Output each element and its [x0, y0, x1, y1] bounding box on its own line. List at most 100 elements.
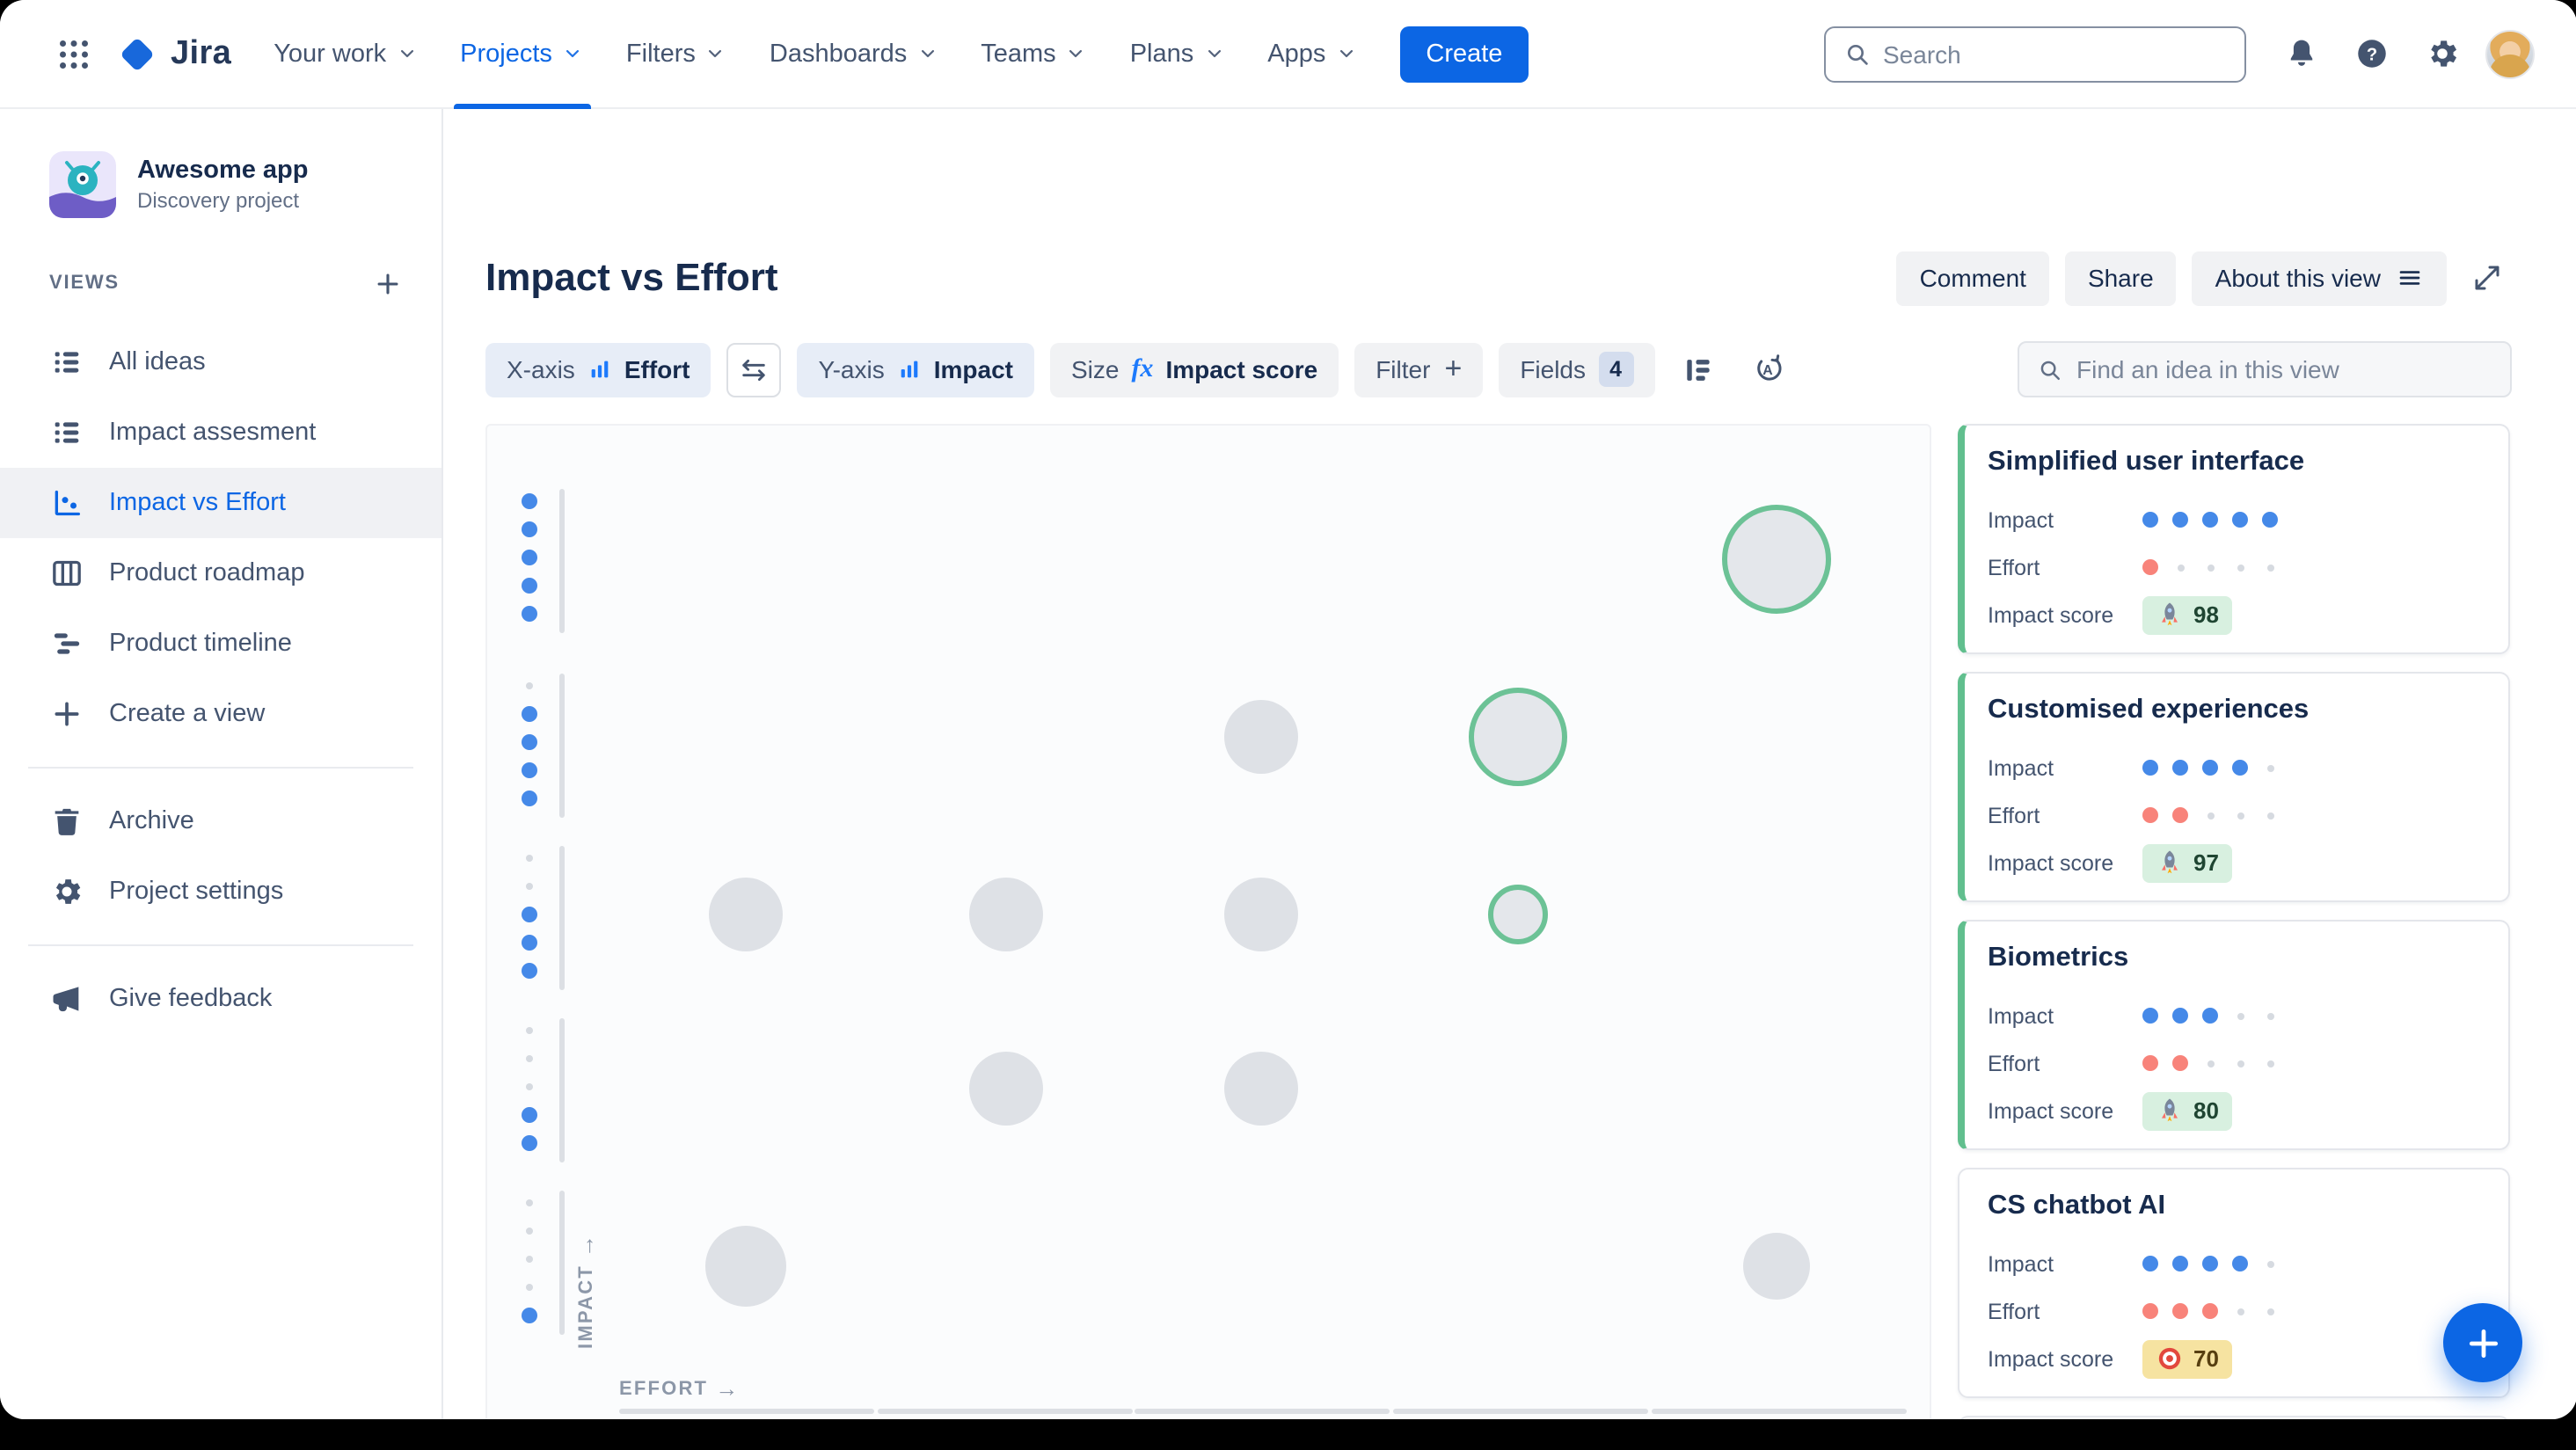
impact-count-dot-empty — [526, 1227, 533, 1234]
views-list: All ideas Impact assesment Impact vs Effor… — [0, 327, 441, 749]
nav-item-apps[interactable]: Apps — [1246, 0, 1378, 108]
add-idea-fab[interactable] — [2443, 1303, 2522, 1382]
arrow-up-icon: → — [573, 1235, 599, 1258]
user-avatar[interactable] — [2485, 29, 2534, 78]
find-idea-search[interactable] — [2017, 341, 2511, 397]
filter-chip[interactable]: Filter + — [1354, 342, 1484, 397]
idea-card-biometrics[interactable]: Biometrics Impact Effort Impact score 80 — [1958, 920, 2510, 1150]
nav-item-dashboards[interactable]: Dashboards — [748, 0, 960, 108]
red-rating-dot — [2172, 1055, 2188, 1071]
sidebar-item-give-feedback[interactable]: Give feedback — [0, 964, 441, 1034]
chart-bubble[interactable] — [1224, 1052, 1298, 1126]
bell-icon — [2290, 40, 2313, 66]
impact-count-dot — [522, 705, 537, 721]
create-button[interactable]: Create — [1399, 26, 1529, 82]
svg-text:?: ? — [2367, 45, 2377, 64]
global-search-input[interactable] — [1883, 40, 2226, 68]
expand-button[interactable] — [2462, 253, 2511, 302]
impact-count-dot-empty — [526, 681, 533, 689]
impact-count-dot-empty — [526, 1283, 533, 1290]
dot-rating — [2142, 1303, 2278, 1319]
group-by-button[interactable] — [1670, 342, 1726, 397]
chart-bubble[interactable] — [969, 1052, 1043, 1126]
impact-score-row: Impact score 70 — [1988, 1335, 2480, 1382]
sidebar-item-all-ideas[interactable]: All ideas — [0, 327, 441, 397]
idea-card-self-sevice-insurance[interactable]: Self-sevice insuranceImpact — [1958, 1416, 2510, 1419]
nav-item-teams[interactable]: Teams — [960, 0, 1108, 108]
y-axis-tick — [559, 846, 564, 990]
y-axis-chip[interactable]: Y-axis Impact — [797, 342, 1034, 397]
sort-button[interactable]: A — [1740, 342, 1796, 397]
project-header[interactable]: Awesome app Discovery project — [0, 151, 441, 218]
idea-card-simplified-user-interface[interactable]: Simplified user interface Impact Effort Imp… — [1958, 424, 2510, 654]
rating-dot-empty — [2266, 764, 2273, 771]
sidebar-item-create-a-view[interactable]: Create a view — [0, 679, 441, 749]
monster-avatar-icon — [49, 151, 116, 218]
notifications-button[interactable] — [2273, 26, 2330, 82]
rating-dot-empty — [2207, 812, 2214, 819]
global-search[interactable] — [1823, 26, 2245, 82]
impact-label: Impact — [1988, 1251, 2054, 1276]
fields-chip[interactable]: Fields 4 — [1499, 342, 1655, 397]
nav-item-your-work[interactable]: Your work — [252, 0, 439, 108]
sidebar-item-product-roadmap[interactable]: Product roadmap — [0, 538, 441, 608]
red-rating-dot — [2172, 807, 2188, 823]
trash-icon — [55, 808, 79, 835]
red-rating-dot — [2202, 1303, 2218, 1319]
swap-axes-button[interactable] — [726, 342, 782, 397]
blue-rating-dot — [2202, 1256, 2218, 1271]
idea-card-cs-chatbot-ai[interactable]: CS chatbot AI Impact Effort Impact score 70 — [1958, 1168, 2510, 1398]
search-icon — [1847, 44, 1867, 64]
dot-rating — [2142, 760, 2278, 776]
svg-text:A: A — [1762, 363, 1773, 378]
idea-card-title: Biometrics — [1988, 943, 2129, 973]
bar-chart-icon — [591, 361, 609, 378]
sidebar-item-impact-assesment[interactable]: Impact assesment — [0, 397, 441, 468]
find-idea-input[interactable] — [2076, 355, 2492, 383]
chart-bubble[interactable] — [1224, 878, 1298, 951]
about-this-view-button[interactable]: About this view — [2192, 251, 2446, 305]
rating-dot-empty — [2266, 564, 2273, 571]
chart-bubble[interactable] — [969, 878, 1043, 951]
sidebar-item-product-timeline[interactable]: Product timeline — [0, 608, 441, 679]
impact-label: Impact — [1988, 507, 2054, 532]
jira-logo[interactable]: Jira — [102, 33, 252, 75]
blue-rating-dot — [2232, 760, 2248, 776]
chart-bubble[interactable] — [1224, 700, 1298, 774]
sidebar-item-project-settings[interactable]: Project settings — [0, 856, 441, 927]
rating-dot-empty — [2266, 1060, 2273, 1067]
x-axis-tick — [1652, 1409, 1907, 1413]
blue-rating-dot — [2172, 760, 2188, 776]
chart-bubble[interactable] — [705, 1226, 786, 1307]
app-switcher-button[interactable] — [46, 26, 102, 82]
comment-button[interactable]: Comment — [1896, 251, 2049, 305]
rating-dot-empty — [2266, 812, 2273, 819]
red-rating-dot — [2142, 559, 2158, 575]
impact-score-pill: 70 — [2142, 1339, 2233, 1378]
sidebar-item-archive[interactable]: Archive — [0, 786, 441, 856]
share-button[interactable]: Share — [2064, 251, 2177, 305]
nav-item-plans[interactable]: Plans — [1109, 0, 1247, 108]
chart-bubble[interactable] — [1469, 688, 1567, 786]
chart-bubble[interactable] — [1722, 505, 1831, 614]
chart-bubble[interactable] — [1743, 1233, 1810, 1300]
help-button[interactable]: ? — [2344, 26, 2400, 82]
chart-bubble[interactable] — [709, 878, 783, 951]
size-chip[interactable]: Size fx Impact score — [1049, 342, 1339, 397]
idea-card-customised-experiences[interactable]: Customised experiences Impact Effort Impact… — [1958, 672, 2510, 902]
chart-bubble[interactable] — [1488, 885, 1548, 944]
sidebar: Awesome app Discovery project VIEWS All … — [0, 109, 443, 1419]
rating-dot-empty — [2237, 1060, 2244, 1067]
effort-label: Effort — [1988, 1051, 2040, 1075]
search-icon — [2040, 360, 2059, 379]
main-content: Impact vs Effort Comment Share About thi… — [443, 109, 2576, 1419]
impact-count-dot-empty — [526, 1255, 533, 1262]
x-axis-chip[interactable]: X-axis Effort — [485, 342, 712, 397]
nav-item-projects[interactable]: Projects — [439, 0, 605, 108]
help-icon: ? — [2358, 40, 2386, 68]
sidebar-item-impact-vs-effort[interactable]: Impact vs Effort — [0, 468, 441, 538]
settings-button[interactable] — [2414, 26, 2470, 82]
nav-item-filters[interactable]: Filters — [605, 0, 748, 108]
impact-score-label: Impact score — [1988, 602, 2114, 627]
add-view-button[interactable] — [364, 260, 410, 306]
